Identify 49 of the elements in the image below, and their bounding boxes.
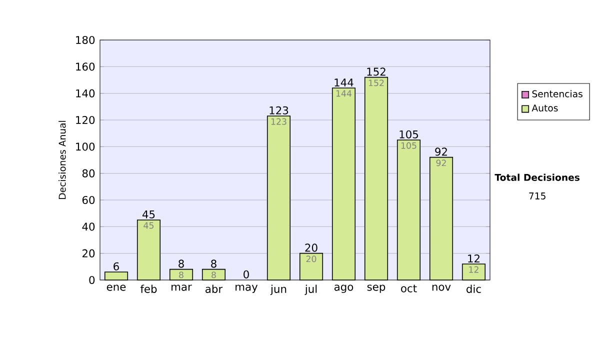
x-tick-label: abr <box>206 284 223 293</box>
y-tick-label: 80 <box>82 169 95 178</box>
y-axis-title: Decisiones Anual <box>58 120 66 199</box>
x-tick-label: ene <box>106 284 126 291</box>
total-label: 0 <box>244 270 249 278</box>
total-label: 152 <box>367 68 386 76</box>
total-label: 123 <box>270 106 288 114</box>
x-tick-label: jul <box>304 284 317 296</box>
x-tick-label: feb <box>140 284 157 293</box>
y-tick-label: 40 <box>82 222 95 231</box>
x-tick-label: sep <box>367 284 386 293</box>
data-label: 92 <box>436 160 446 166</box>
y-tick-label: 60 <box>82 196 95 204</box>
data-label: 123 <box>271 118 286 125</box>
y-tick-label: 160 <box>76 62 95 71</box>
data-label: 12 <box>469 266 478 273</box>
x-tick-label: nov <box>432 284 451 291</box>
total-label: 45 <box>142 210 155 218</box>
x-tick-label: jun <box>270 284 286 296</box>
y-tick-label: 180 <box>76 36 95 44</box>
data-label: 20 <box>306 256 316 262</box>
total-label: 8 <box>211 260 216 268</box>
x-tick-label: may <box>236 284 258 293</box>
legend-label: Sentencias <box>532 90 582 98</box>
total-label: 6 <box>114 262 119 270</box>
data-label: 45 <box>144 222 154 229</box>
data-label: 144 <box>336 90 352 97</box>
text: Total Decisiones <box>494 174 580 181</box>
x-tick-label: oct <box>401 284 417 292</box>
x-tick-label: ago <box>334 284 354 293</box>
y-tick-label: 20 <box>82 249 95 258</box>
total-label: 144 <box>334 78 354 86</box>
data-label: 105 <box>401 142 416 149</box>
y-tick-label: 120 <box>76 116 95 124</box>
y-tick-label: 0 <box>89 276 95 284</box>
total-label: 8 <box>178 260 184 268</box>
total-label: 105 <box>400 130 418 138</box>
data-label: 8 <box>212 272 216 278</box>
y-tick-label: 100 <box>76 142 95 151</box>
text: 715 <box>529 192 546 200</box>
x-tick-label: mar <box>172 284 192 291</box>
x-tick-label: dic <box>466 284 481 293</box>
total-label: 20 <box>305 244 318 252</box>
data-label: 152 <box>368 80 384 86</box>
y-tick-label: 140 <box>76 89 95 98</box>
total-label: 92 <box>435 148 447 156</box>
total-label: 12 <box>468 254 480 262</box>
legend-label: Autos <box>532 104 558 112</box>
data-label: 8 <box>179 272 184 278</box>
